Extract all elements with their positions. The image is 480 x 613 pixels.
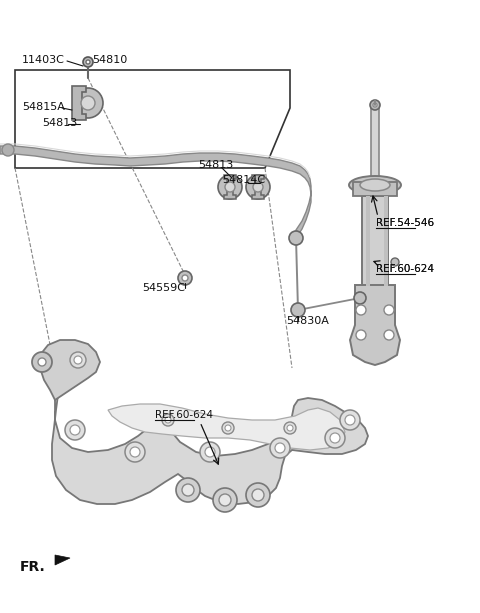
Text: 54815A: 54815A (22, 102, 65, 112)
Circle shape (213, 488, 237, 512)
Polygon shape (350, 285, 400, 365)
Circle shape (275, 443, 285, 453)
Polygon shape (55, 555, 70, 565)
Text: 54810: 54810 (92, 55, 127, 65)
Text: REF.54-546: REF.54-546 (376, 218, 434, 228)
Circle shape (38, 358, 46, 366)
Circle shape (74, 356, 82, 364)
Circle shape (176, 478, 200, 502)
Circle shape (284, 422, 296, 434)
Circle shape (165, 417, 171, 423)
Bar (353, 182, 397, 196)
Circle shape (222, 422, 234, 434)
Circle shape (200, 442, 220, 462)
Circle shape (384, 305, 394, 315)
Bar (366, 196, 370, 286)
Text: REF.60-624: REF.60-624 (376, 264, 434, 274)
Circle shape (130, 447, 140, 457)
Circle shape (225, 182, 235, 192)
Circle shape (65, 420, 85, 440)
Circle shape (252, 489, 264, 501)
Circle shape (225, 425, 231, 431)
Circle shape (162, 414, 174, 426)
Circle shape (345, 415, 355, 425)
Text: 54830A: 54830A (286, 316, 329, 326)
Circle shape (370, 100, 380, 110)
Circle shape (330, 433, 340, 443)
Polygon shape (0, 146, 311, 238)
Circle shape (287, 425, 293, 431)
Circle shape (182, 484, 194, 496)
Circle shape (253, 182, 263, 192)
Polygon shape (224, 175, 236, 199)
Polygon shape (40, 340, 100, 400)
Ellipse shape (349, 176, 401, 194)
Ellipse shape (360, 179, 390, 191)
Circle shape (340, 410, 360, 430)
Bar (371, 105, 379, 185)
Polygon shape (52, 385, 368, 504)
Text: 54814C: 54814C (222, 175, 265, 185)
Circle shape (70, 352, 86, 368)
Circle shape (2, 144, 14, 156)
Text: FR.: FR. (20, 560, 46, 574)
Circle shape (246, 483, 270, 507)
Text: 54559C: 54559C (142, 283, 185, 293)
Text: 54813: 54813 (198, 160, 233, 170)
Text: REF.60-624: REF.60-624 (376, 264, 434, 274)
Circle shape (373, 103, 377, 107)
Circle shape (391, 258, 399, 266)
Circle shape (246, 175, 270, 199)
Circle shape (291, 303, 305, 317)
Circle shape (289, 231, 303, 245)
Text: 11403C: 11403C (22, 55, 65, 65)
Circle shape (86, 60, 90, 64)
Circle shape (356, 330, 366, 340)
Circle shape (125, 442, 145, 462)
Text: REF.54-546: REF.54-546 (376, 218, 434, 228)
Circle shape (356, 305, 366, 315)
Circle shape (70, 425, 80, 435)
Circle shape (182, 275, 188, 281)
Circle shape (83, 57, 93, 67)
Polygon shape (108, 404, 345, 450)
Circle shape (219, 494, 231, 506)
Circle shape (81, 96, 95, 110)
Text: 54813: 54813 (42, 118, 77, 128)
Circle shape (205, 447, 215, 457)
Circle shape (325, 428, 345, 448)
Circle shape (178, 271, 192, 285)
Polygon shape (252, 175, 264, 199)
Circle shape (354, 292, 366, 304)
Text: REF.60-624: REF.60-624 (155, 410, 213, 420)
Polygon shape (72, 86, 86, 120)
Circle shape (218, 175, 242, 199)
Polygon shape (15, 70, 290, 168)
Circle shape (73, 88, 103, 118)
Circle shape (32, 352, 52, 372)
Circle shape (384, 330, 394, 340)
Circle shape (270, 438, 290, 458)
Bar (362, 196, 388, 286)
Bar (384, 196, 388, 286)
